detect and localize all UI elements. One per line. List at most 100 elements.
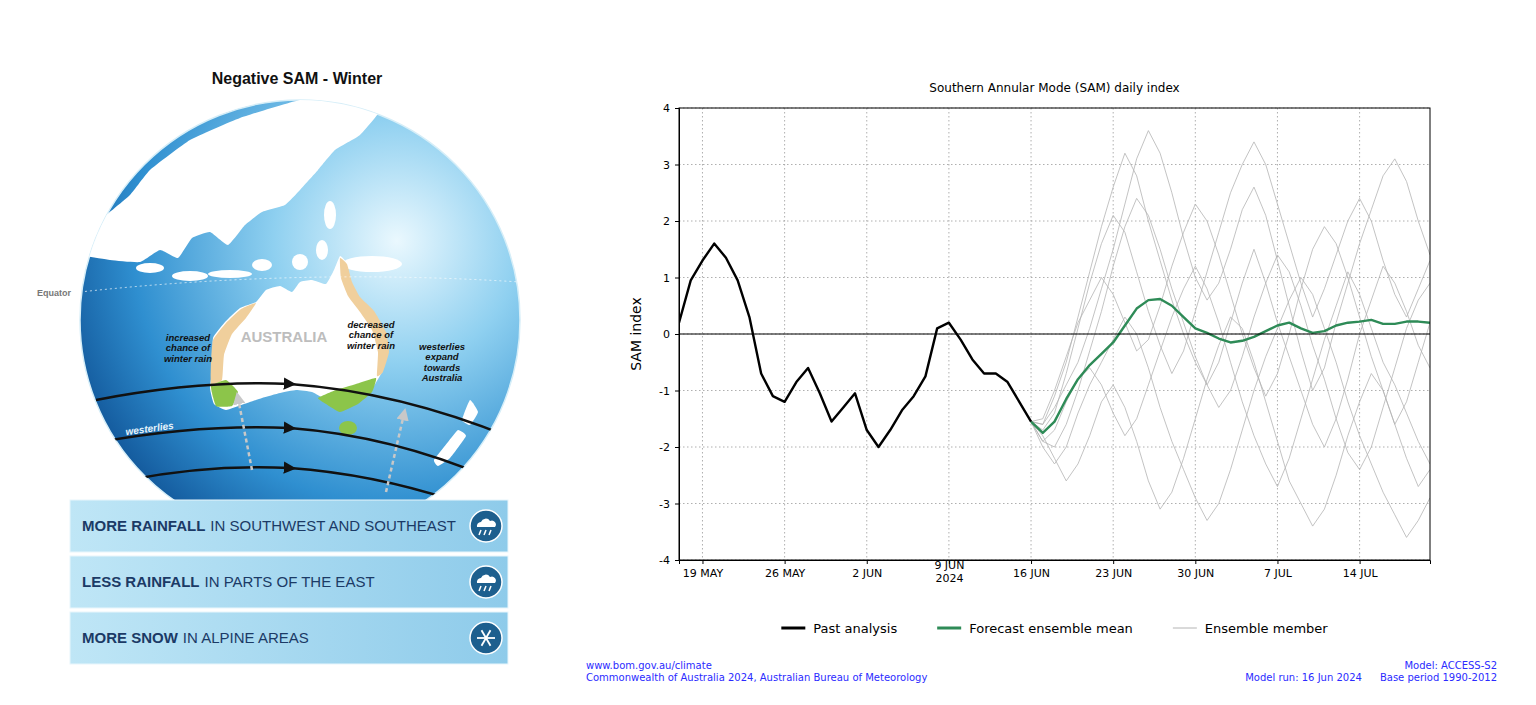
- y-tick: -1: [659, 385, 679, 398]
- sam-chart: 19 MAY 26 MAY 2 JUN 9 JUN2024 16 JUN 23 JUN 3 0…: [586, 81, 1497, 683]
- x-tick-label: 23 JUN: [1095, 567, 1132, 580]
- cloud-icon: [477, 575, 496, 583]
- rain-icon: [484, 586, 486, 591]
- legend-swatch: [781, 627, 805, 630]
- banner-bold: MORE SNOW: [82, 629, 179, 646]
- footer-model-run: Model run: 16 Jun 2024: [1245, 672, 1362, 683]
- banner-bold: MORE RAINFALL: [82, 517, 205, 534]
- banner-icon: [470, 622, 502, 654]
- text-line: westerlies: [419, 341, 465, 352]
- snow-icon: [482, 630, 491, 646]
- y-tick-mark: [675, 278, 679, 279]
- x-tick: 7 JUL: [1264, 560, 1293, 580]
- island: [252, 259, 272, 271]
- label-west-rain: increasedchance ofwinter rain: [164, 332, 212, 364]
- x-tick-label: 2 JUN: [852, 567, 882, 580]
- plot-background: [679, 108, 1430, 560]
- footer-source: www.bom.gov.au/climate: [586, 660, 712, 671]
- x-tick-label: 19 MAY: [683, 567, 724, 580]
- x-tick-label: 16 JUN: [1013, 567, 1050, 580]
- legend-item: Past analysis: [781, 621, 897, 636]
- y-grid-line: [679, 277, 1430, 278]
- y-tick-mark: [675, 447, 679, 448]
- banner-normal: IN SOUTHWEST AND SOUTHEAST: [210, 517, 456, 534]
- y-tick-label: 4: [663, 102, 670, 115]
- island: [172, 271, 208, 281]
- x-tick: 14 JUL: [1343, 560, 1379, 580]
- y-tick: 2: [663, 215, 679, 228]
- cloud-icon: [477, 519, 496, 527]
- footer-base-period: Base period 1990-2012: [1380, 672, 1497, 683]
- chart-title: Southern Annular Mode (SAM) daily index: [929, 81, 1179, 95]
- y-tick-mark: [675, 334, 679, 335]
- banner-normal: IN ALPINE AREAS: [183, 629, 309, 646]
- banner: LESS RAINFALLIN PARTS OF THE EAST: [70, 556, 508, 608]
- x-tick-mark: [785, 560, 786, 564]
- y-tick: 0: [663, 328, 679, 341]
- equator-line: [80, 277, 520, 292]
- x-tick-mark: [1031, 560, 1032, 564]
- y-tick-label: 3: [663, 159, 670, 172]
- y-tick-label: -2: [659, 441, 670, 454]
- x-tick: 19 MAY: [683, 560, 724, 580]
- x-axis-line: [680, 561, 1431, 565]
- banner-box: [70, 556, 508, 608]
- y-tick-label: 0: [663, 328, 670, 341]
- y-grid-line: [679, 221, 1430, 222]
- label-westerlies-expand: westerliesexpandtowardsAustralia: [419, 341, 465, 383]
- series-line: [1031, 153, 1430, 447]
- text-line: winter rain: [347, 340, 395, 351]
- plot-frame: [679, 108, 1430, 560]
- tasmania: [339, 421, 357, 435]
- y-tick-mark: [675, 108, 679, 109]
- legend-item: Ensemble member: [1173, 621, 1328, 636]
- legend-label: Ensemble member: [1205, 621, 1328, 636]
- x-tick: 9 JUN2024: [934, 559, 964, 585]
- legend-swatch: [1173, 628, 1197, 629]
- x-tick-label-line: 9 JUN: [934, 559, 964, 572]
- island: [136, 263, 164, 273]
- x-tick-label: 26 MAY: [765, 567, 806, 580]
- banner-box: [70, 612, 508, 664]
- rain-icon: [489, 530, 491, 535]
- y-tick: 1: [663, 272, 679, 285]
- label-australia: AUSTRALIA: [241, 328, 328, 345]
- page: Negative SAM - Winterincreasedchance ofw…: [0, 0, 1536, 705]
- x-tick: 26 MAY: [765, 560, 806, 580]
- snow-icon: [482, 630, 491, 646]
- x-tick-mark: [702, 560, 703, 564]
- y-tick-label: -3: [659, 498, 670, 511]
- island: [324, 201, 336, 229]
- y-tick: -4: [659, 554, 679, 567]
- x-tick: 16 JUN: [1013, 560, 1050, 580]
- new-zealand: [434, 430, 466, 466]
- y-axis-title: SAM index: [628, 297, 644, 371]
- westerly-arrow: [128, 467, 452, 500]
- shift-arrow: [386, 414, 404, 492]
- series-line: [1031, 131, 1430, 425]
- text-line: Australia: [421, 372, 463, 383]
- legend: Past analysisForecast ensemble meanEnsem…: [781, 621, 1328, 636]
- banner-normal: IN PARTS OF THE EAST: [205, 573, 375, 590]
- y-grid-line: [679, 503, 1430, 504]
- y-tick-mark: [675, 391, 679, 392]
- y-tick-label: 2: [663, 215, 670, 228]
- y-tick-mark: [675, 560, 679, 561]
- text-line: winter rain: [164, 353, 212, 364]
- x-tick-mark: [1277, 560, 1278, 564]
- rain-icon: [484, 530, 486, 535]
- text-line: chance of: [166, 342, 211, 353]
- series-line: [1031, 278, 1430, 538]
- text-line: expand: [425, 351, 458, 362]
- label-east-rain: decreasedchance ofwinter rain: [347, 319, 395, 351]
- island: [342, 256, 402, 272]
- asia: [60, 95, 380, 262]
- y-tick: -2: [659, 441, 679, 454]
- x-tick-label: 9 JUN2024: [934, 559, 964, 585]
- legend-swatch: [937, 627, 961, 630]
- y-axis-line: [675, 109, 680, 561]
- island: [292, 254, 308, 270]
- banner-icon: [470, 510, 502, 542]
- x-tick-label: 14 JUL: [1343, 567, 1379, 580]
- zero-line: [679, 334, 1430, 335]
